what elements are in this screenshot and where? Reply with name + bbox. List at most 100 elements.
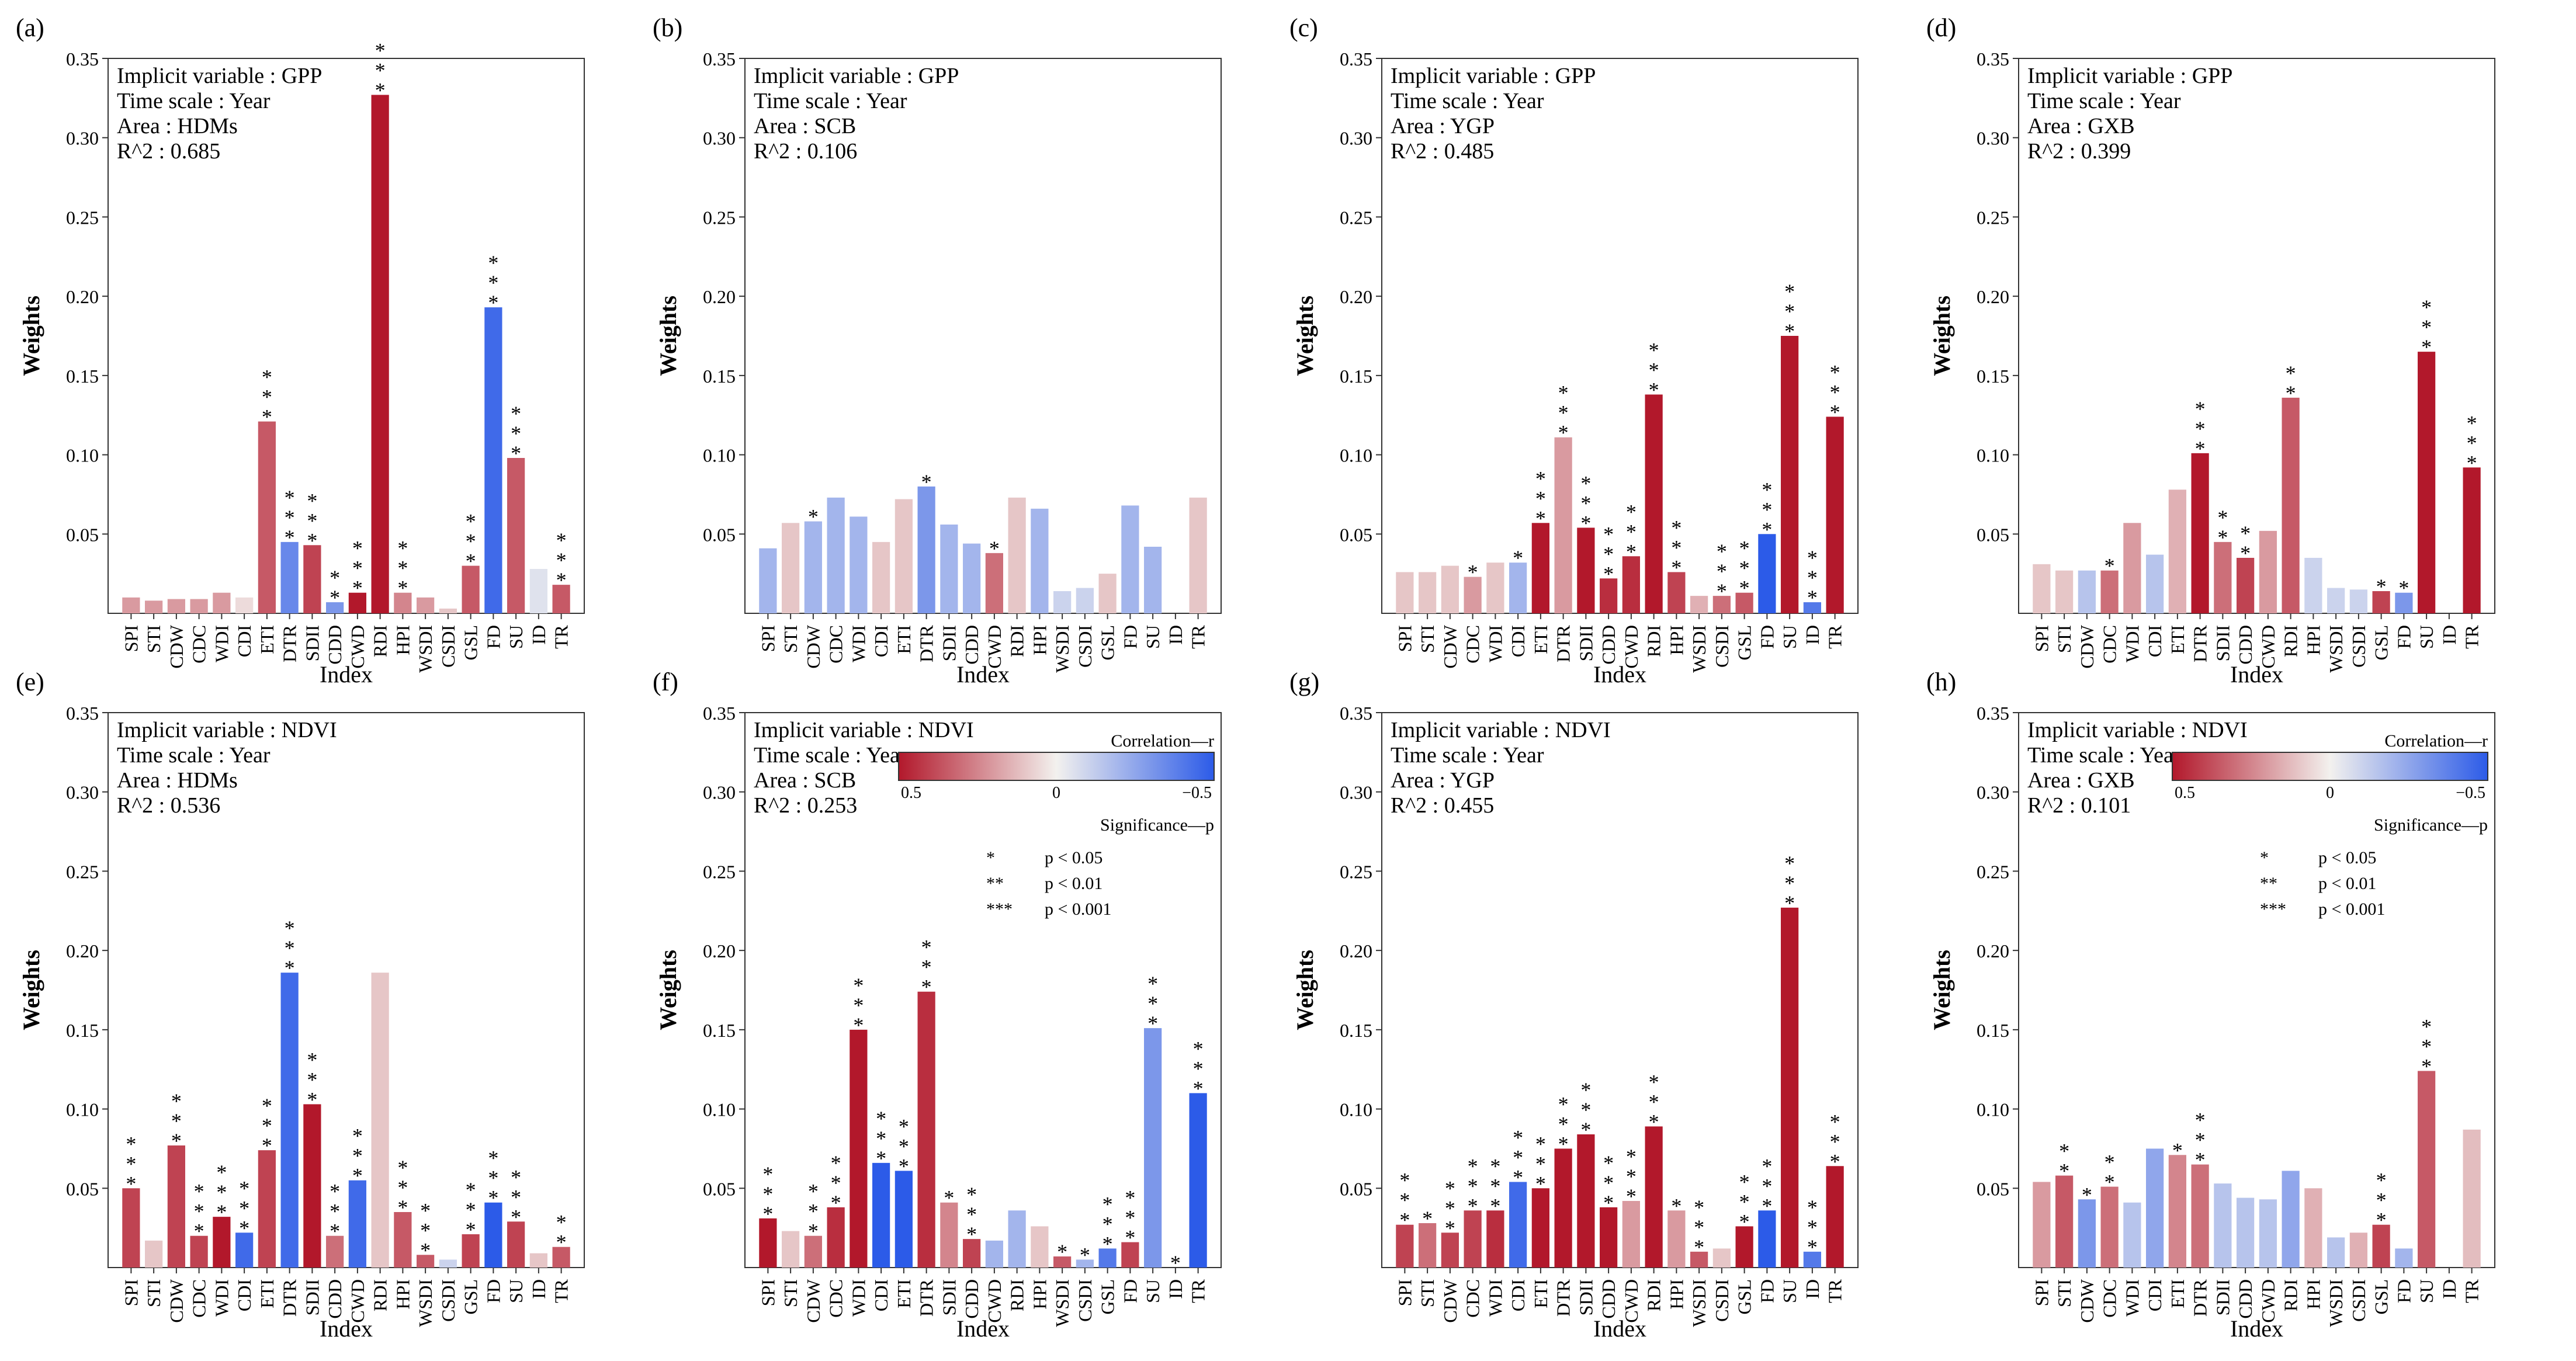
bar-spi (759, 548, 777, 613)
x-tick-label: RDI (1644, 1279, 1665, 1311)
x-tick-label: SDII (2212, 1279, 2233, 1315)
bar-dtr (1554, 437, 1572, 613)
x-tick-label: CSDI (1074, 625, 1095, 668)
info-area: Area : SCB (754, 114, 856, 138)
plot-frame (2018, 712, 2495, 1268)
panel-label: (b) (653, 13, 682, 42)
significance-star: * (466, 530, 476, 553)
x-tick-label: TR (1188, 624, 1209, 649)
x-tick-label: TR (2461, 1279, 2483, 1303)
significance-star: * (1807, 546, 1818, 570)
x-tick-label: DTR (916, 624, 937, 662)
bar-su (507, 458, 525, 613)
x-tick-label: CDI (234, 625, 255, 657)
y-tick-label: 0.30 (1977, 782, 2009, 803)
bar-cdi (2146, 1148, 2164, 1268)
bar-sdii (2214, 541, 2232, 613)
significance-star: * (1784, 872, 1795, 895)
significance-star: * (1603, 1151, 1614, 1175)
y-tick-label: 0.25 (66, 861, 99, 882)
y-tick-label: 0.15 (66, 366, 99, 387)
x-tick-label: WSDI (1052, 1279, 1073, 1327)
significance-star: * (285, 506, 295, 529)
significance-star: * (2059, 1159, 2069, 1183)
x-tick-label: GSL (2371, 625, 2392, 660)
significance-star: * (831, 1171, 841, 1195)
x-tick-label: SU (505, 625, 526, 649)
bar-sdii (940, 525, 958, 613)
significance-star: * (1784, 891, 1795, 915)
significance-star: * (1490, 1154, 1500, 1178)
bar-wsdi (2327, 588, 2345, 613)
significance-star: * (944, 1186, 954, 1210)
x-tick-label: FD (2393, 625, 2414, 649)
significance-star: * (1513, 1165, 1523, 1189)
significance-star: * (171, 1109, 182, 1133)
significance-star: * (216, 1161, 227, 1184)
bar-su (2418, 1071, 2436, 1268)
bar-wsdi (1690, 596, 1708, 613)
bar-cwd (2259, 1199, 2277, 1268)
bar-csdi (1712, 596, 1731, 613)
bar-gsl (462, 565, 480, 613)
significance-star: * (2421, 296, 2432, 319)
y-tick-label: 0.20 (1340, 286, 1372, 307)
significance-star: * (1739, 1210, 1750, 1233)
significance-star: * (375, 39, 386, 62)
colorbar-tick-label: −0.5 (1182, 784, 1212, 802)
bar-wsdi (417, 1255, 435, 1268)
significance-star: * (1830, 360, 1840, 384)
significance-star: * (330, 566, 340, 589)
bar-wdi (1486, 563, 1504, 613)
significance-star: * (488, 251, 498, 275)
x-tick-label: GSL (1097, 1279, 1118, 1314)
significance-star: * (1807, 1235, 1818, 1259)
bar-sti (145, 1240, 163, 1268)
x-tick-label: SPI (2031, 1279, 2052, 1306)
significance-star: * (2240, 522, 2251, 545)
x-tick-label: HPI (1666, 1279, 1687, 1310)
bar-cwd (348, 1180, 366, 1268)
significance-star: * (556, 548, 567, 572)
x-tick-label: STI (1417, 625, 1438, 653)
bar-su (1781, 907, 1799, 1268)
significance-star: * (2286, 381, 2296, 405)
bar-wsdi (417, 597, 435, 613)
x-tick-label: CWD (1621, 625, 1642, 669)
significance-star: * (2467, 451, 2477, 474)
significance-star: * (352, 537, 363, 560)
bar-cdi (872, 541, 890, 613)
bar-su (1144, 547, 1162, 613)
significance-star: * (466, 1218, 476, 1241)
legend-group: Correlation—r 0.5 0 −0.5 Significance—p * p < … (898, 731, 1215, 919)
x-tick-label: TR (1825, 1279, 1846, 1303)
y-tick-label: 0.10 (1340, 1099, 1372, 1120)
x-tick-label: CDC (2099, 625, 2120, 664)
y-tick-label: 0.05 (66, 1178, 99, 1199)
info-variable: Implicit variable : GPP (754, 64, 959, 88)
significance-star: * (1739, 1190, 1750, 1213)
x-tick-label: GSL (1097, 625, 1118, 660)
info-time-scale: Time scale : Year (1391, 743, 1544, 768)
significance-star: * (397, 1156, 408, 1179)
bar-rdi (2282, 397, 2300, 613)
y-tick-label: 0.30 (1977, 128, 2009, 149)
colorbar-tick-label: 0 (2326, 784, 2334, 802)
significance-star: * (1468, 1154, 1478, 1178)
x-tick-label: HPI (2303, 625, 2324, 655)
bar-cdc (2100, 570, 2119, 613)
y-tick-label: 0.20 (703, 286, 736, 307)
x-tick-label: CSDI (438, 625, 459, 668)
significance-star: * (2376, 575, 2387, 598)
significance-star: * (1603, 562, 1614, 585)
bar-rdi (1645, 1126, 1663, 1268)
plot-frame (744, 712, 1222, 1268)
significance-label: p < 0.001 (1045, 900, 1111, 919)
x-tick-label: STI (2054, 625, 2075, 653)
bar-wdi (850, 1029, 868, 1268)
bar-dtr (280, 973, 299, 1268)
significance-label: p < 0.01 (2318, 874, 2376, 893)
colorbar-tick-label: 0.5 (901, 784, 921, 802)
significance-star: * (1649, 338, 1659, 362)
y-tick-label: 0.05 (1977, 524, 2009, 545)
